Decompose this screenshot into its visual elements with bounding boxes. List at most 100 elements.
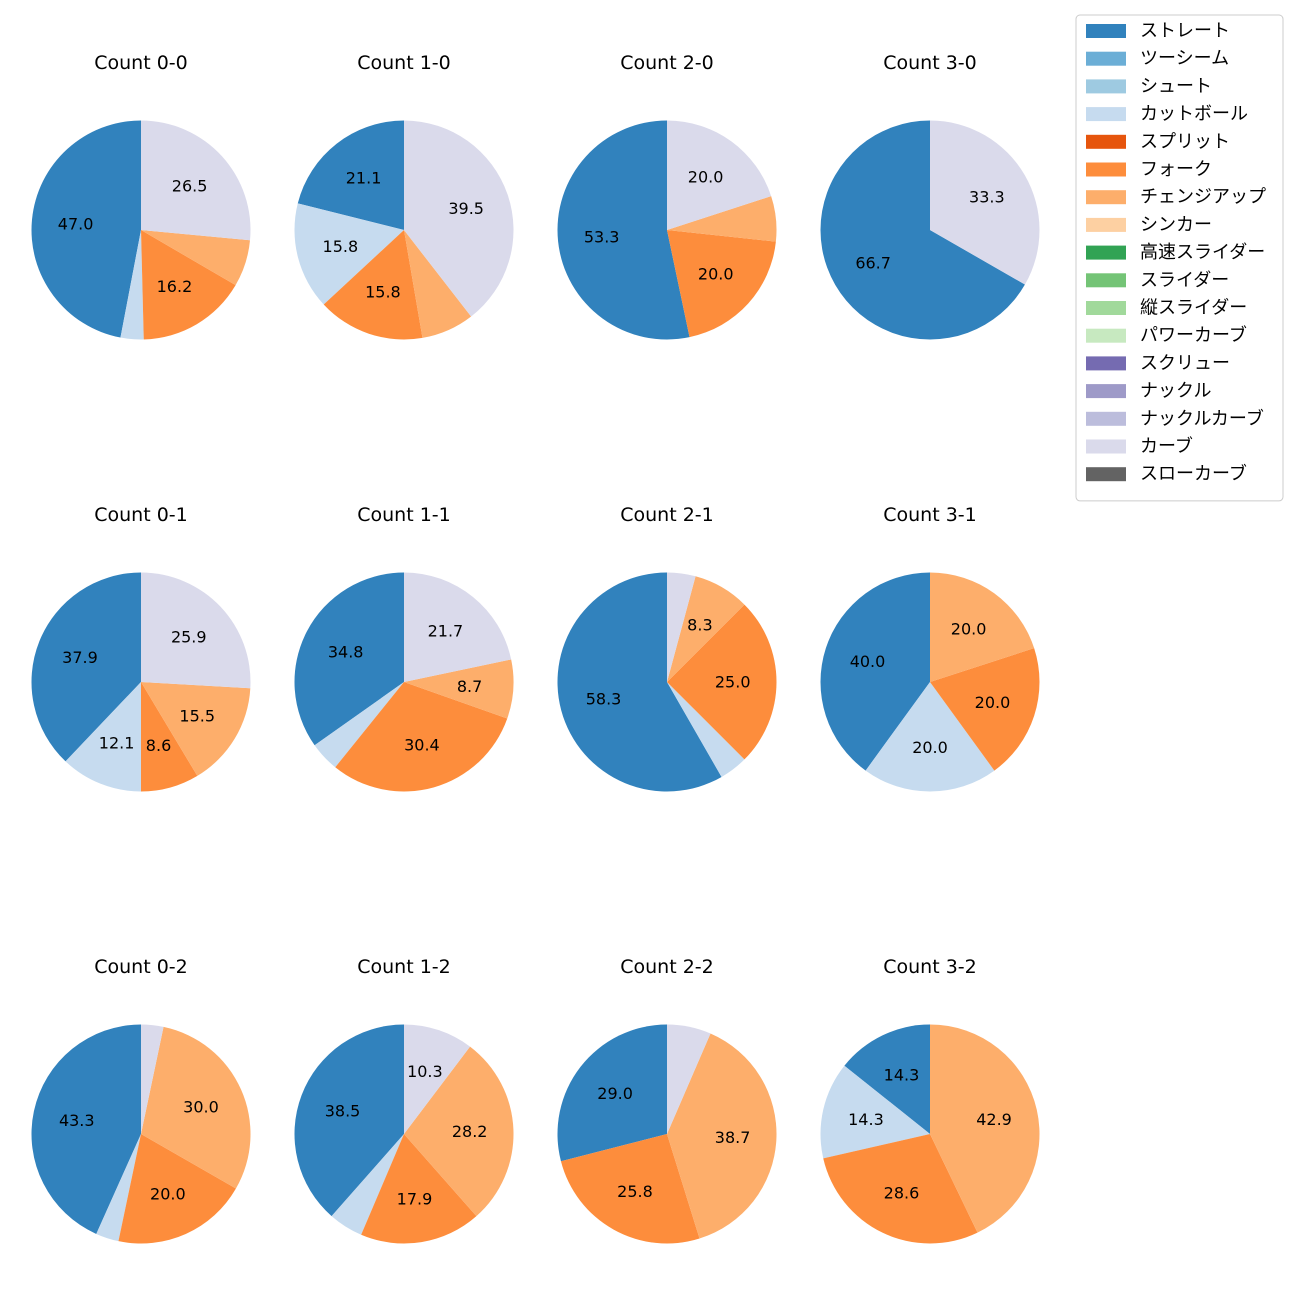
slice-label: 20.0 bbox=[688, 167, 724, 186]
slice-label: 10.3 bbox=[407, 1062, 443, 1081]
slice-label: 8.3 bbox=[687, 616, 712, 635]
slice-label: 25.9 bbox=[171, 627, 207, 646]
slice-label: 20.0 bbox=[912, 738, 948, 757]
pie-slice bbox=[294, 572, 404, 746]
slice-label: 25.8 bbox=[617, 1182, 653, 1201]
slice-label: 21.1 bbox=[346, 169, 382, 188]
pie-slice bbox=[323, 230, 423, 340]
slice-label: 29.0 bbox=[597, 1084, 633, 1103]
slice-label: 58.3 bbox=[586, 689, 622, 708]
slice-label: 20.0 bbox=[975, 693, 1011, 712]
legend-frame bbox=[1075, 14, 1284, 502]
pie-title: Count 2-0 bbox=[620, 52, 714, 74]
slice-label: 66.7 bbox=[855, 253, 891, 272]
legend-swatch bbox=[1086, 245, 1126, 260]
pie-slice bbox=[404, 230, 472, 338]
pie-slice bbox=[820, 572, 930, 771]
pie-slice bbox=[667, 120, 772, 230]
pie-slice bbox=[65, 682, 141, 792]
slice-label: 12.1 bbox=[99, 734, 135, 753]
slice-label: 15.8 bbox=[365, 283, 401, 302]
legend-label: フォーク bbox=[1140, 159, 1212, 180]
legend-label: ナックルカーブ bbox=[1140, 407, 1264, 429]
pie-chart: Count 1-1 34.8 30.4 8.7 21.7 bbox=[294, 504, 514, 792]
pie-slice bbox=[667, 1033, 777, 1239]
pie-slice bbox=[96, 1134, 141, 1242]
slice-label: 14.3 bbox=[884, 1065, 920, 1084]
pie-slice bbox=[141, 120, 251, 241]
slice-label: 34.8 bbox=[328, 642, 364, 661]
pie-slice bbox=[930, 648, 1040, 771]
legend-swatch bbox=[1086, 134, 1126, 149]
pie-slice bbox=[404, 659, 514, 719]
slice-label: 15.5 bbox=[179, 706, 215, 725]
pie-slice bbox=[31, 120, 142, 338]
pie-slice bbox=[557, 120, 690, 340]
pie-slice bbox=[331, 1134, 404, 1235]
legend-label: 高速スライダー bbox=[1140, 242, 1265, 263]
pie-slice bbox=[335, 682, 508, 792]
pie-slice bbox=[560, 1134, 700, 1244]
slice-label: 30.4 bbox=[404, 736, 440, 755]
slice-label: 43.3 bbox=[59, 1111, 95, 1130]
legend-label: ナックル bbox=[1140, 381, 1211, 402]
slice-label: 26.5 bbox=[172, 176, 208, 195]
pie-slice bbox=[667, 230, 776, 338]
legend-swatch bbox=[1086, 301, 1126, 315]
pie-slice bbox=[865, 682, 995, 792]
legend-swatch bbox=[1086, 467, 1126, 482]
slice-label: 28.6 bbox=[884, 1184, 920, 1203]
slice-label: 25.0 bbox=[715, 673, 751, 692]
pie-slice bbox=[820, 120, 1025, 340]
pie-slice bbox=[404, 1046, 514, 1217]
legend-swatch bbox=[1086, 79, 1126, 94]
pie-slice bbox=[141, 682, 251, 776]
legend-label: パワーカーブ bbox=[1140, 324, 1247, 346]
pie-title: Count 3-0 bbox=[883, 52, 977, 74]
pie-slice bbox=[557, 1024, 667, 1162]
slice-label: 20.0 bbox=[951, 619, 987, 638]
pie-slice bbox=[823, 1134, 978, 1244]
pie-chart: Count 1-2 38.5 17.9 28.2 10.3 bbox=[294, 956, 514, 1244]
pie-title: Count 2-1 bbox=[620, 504, 714, 526]
legend-label: カーブ bbox=[1140, 435, 1193, 457]
legend-swatch bbox=[1086, 411, 1126, 426]
pie-slice bbox=[294, 203, 404, 305]
pie-slice bbox=[314, 682, 404, 768]
pie-chart: Count 1-0 21.1 15.8 15.8 39.5 bbox=[294, 52, 514, 340]
pie-slice bbox=[667, 572, 696, 682]
pie-slice bbox=[667, 196, 777, 242]
pie-chart: Count 2-1 58.3 25.0 8.3 bbox=[557, 504, 777, 792]
legend-label: スプリット bbox=[1140, 131, 1230, 152]
slice-label: 42.9 bbox=[976, 1110, 1012, 1129]
legend-label: スライダー bbox=[1140, 270, 1229, 291]
legend-label: チェンジアップ bbox=[1140, 187, 1266, 208]
slice-label: 39.5 bbox=[448, 199, 484, 218]
pie-slice bbox=[404, 1024, 471, 1134]
legend-swatch bbox=[1086, 190, 1126, 205]
pie-slice bbox=[361, 1134, 477, 1244]
slice-label: 53.3 bbox=[584, 227, 620, 246]
slice-label: 38.7 bbox=[715, 1128, 751, 1147]
pie-chart: Count 0-2 43.3 20.0 30.0 bbox=[31, 956, 251, 1244]
legend-swatch bbox=[1086, 328, 1126, 343]
slice-label: 8.7 bbox=[457, 677, 482, 696]
pie-slice bbox=[667, 682, 745, 777]
pie-slice bbox=[141, 572, 251, 689]
pie-slice bbox=[31, 572, 142, 762]
pie-slice bbox=[820, 1065, 930, 1159]
pie-slice bbox=[120, 230, 144, 340]
pie-chart: Count 3-2 14.3 14.3 28.6 42.9 bbox=[820, 956, 1040, 1244]
pie-slice bbox=[930, 120, 1040, 285]
legend-swatch bbox=[1086, 51, 1126, 66]
pie-slice bbox=[557, 572, 722, 792]
pie-title: Count 0-2 bbox=[94, 956, 188, 978]
pie-slice bbox=[118, 1134, 236, 1244]
slice-label: 33.3 bbox=[969, 188, 1005, 207]
pie-slice bbox=[930, 1024, 1040, 1233]
pie-slice bbox=[141, 1026, 251, 1189]
pie-slice bbox=[930, 572, 1035, 682]
slice-label: 20.0 bbox=[698, 265, 734, 284]
